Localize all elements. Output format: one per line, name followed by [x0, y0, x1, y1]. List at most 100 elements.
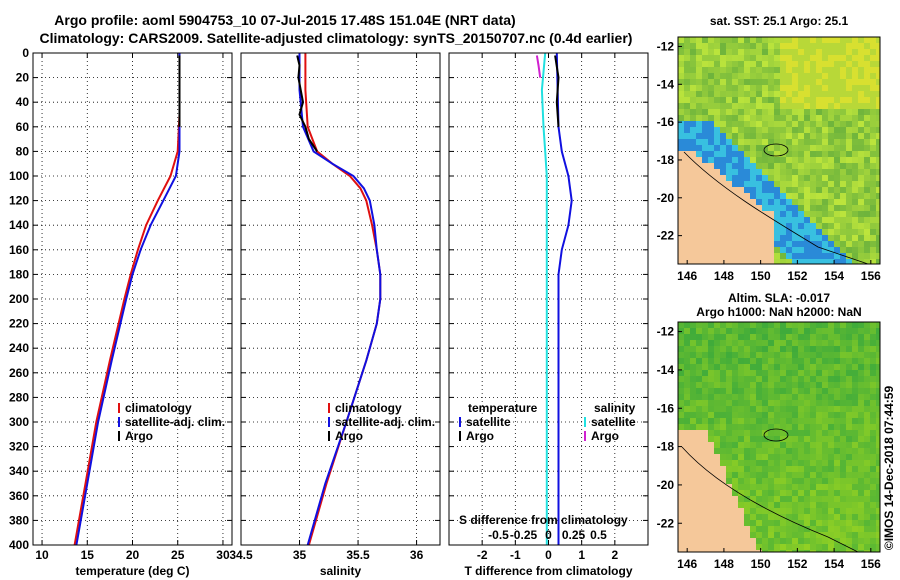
map-cell	[708, 328, 714, 334]
map-cell	[816, 520, 822, 526]
map-cell	[792, 157, 798, 163]
map-cell	[798, 472, 804, 478]
map-cell	[876, 85, 880, 91]
map-cell	[870, 253, 876, 259]
map-cell	[834, 241, 840, 247]
map-cell	[762, 223, 768, 229]
map-cell	[834, 229, 840, 235]
legend-label: Argo	[466, 429, 494, 443]
map-cell	[816, 466, 822, 472]
map-cell	[822, 496, 828, 502]
map-cell	[828, 55, 834, 61]
map-cell	[690, 49, 696, 55]
map-cell	[690, 442, 696, 448]
map-cell	[870, 424, 876, 430]
map-cell	[876, 370, 880, 376]
map-cell	[732, 502, 738, 508]
map-cell	[840, 169, 846, 175]
map-cell	[750, 448, 756, 454]
map-cell	[840, 460, 846, 466]
map-cell	[816, 502, 822, 508]
map-cell	[690, 472, 696, 478]
map-cell	[696, 199, 702, 205]
x-tick-label-salinity-diff: 0	[545, 528, 552, 542]
map-cell	[702, 61, 708, 67]
map-cell	[858, 382, 864, 388]
map-cell	[864, 328, 870, 334]
map-cell	[684, 217, 690, 223]
map-cell	[828, 472, 834, 478]
map-cell	[756, 430, 762, 436]
map-cell	[768, 253, 774, 259]
map-cell	[714, 340, 720, 346]
map-cell	[714, 472, 720, 478]
map-cell	[858, 217, 864, 223]
map-cell	[690, 259, 696, 264]
map-cell	[732, 67, 738, 73]
map-cell	[840, 193, 846, 199]
map-cell	[780, 37, 786, 43]
map-cell	[726, 436, 732, 442]
map-cell	[678, 37, 684, 43]
map-cell	[840, 424, 846, 430]
map-cell	[744, 460, 750, 466]
map-cell	[708, 388, 714, 394]
map-cell	[798, 253, 804, 259]
map-cell	[732, 187, 738, 193]
y-tick-label: 220	[9, 317, 29, 331]
map-cell	[720, 502, 726, 508]
map-cell	[702, 217, 708, 223]
map-cell	[696, 61, 702, 67]
map-cell	[852, 109, 858, 115]
map-cell	[774, 133, 780, 139]
map-cell	[684, 442, 690, 448]
map-cell	[804, 322, 810, 328]
map-cell	[816, 490, 822, 496]
map-cell	[744, 406, 750, 412]
map-cell	[774, 115, 780, 121]
map-cell	[726, 514, 732, 520]
map-cell	[744, 133, 750, 139]
map-cell	[858, 394, 864, 400]
map-cell	[732, 205, 738, 211]
map-cell	[846, 454, 852, 460]
map-cell	[786, 322, 792, 328]
map-cell	[840, 394, 846, 400]
map-cell	[864, 181, 870, 187]
map-cell	[876, 520, 880, 526]
map-cell	[720, 223, 726, 229]
map-cell	[732, 484, 738, 490]
legend-title-salinity: salinity	[594, 401, 636, 415]
map-cell	[714, 400, 720, 406]
map-cell	[816, 79, 822, 85]
map-cell	[756, 97, 762, 103]
map-cell	[876, 478, 880, 484]
x-tick-label: 20	[126, 548, 140, 562]
map-cell	[702, 346, 708, 352]
map-cell	[678, 151, 684, 157]
map-cell	[684, 328, 690, 334]
map-cell	[858, 538, 864, 544]
map-cell	[786, 538, 792, 544]
map-cell	[744, 442, 750, 448]
map-cell	[864, 382, 870, 388]
map-cell	[816, 472, 822, 478]
map-cell	[792, 412, 798, 418]
map-cell	[684, 169, 690, 175]
map-cell	[804, 334, 810, 340]
map-cell	[738, 43, 744, 49]
map-cell	[804, 460, 810, 466]
map-cell	[852, 532, 858, 538]
map-cell	[780, 502, 786, 508]
map-cell	[804, 247, 810, 253]
map-cell	[858, 322, 864, 328]
map-cell	[786, 376, 792, 382]
map-cell	[840, 478, 846, 484]
map-cell	[768, 115, 774, 121]
map-cell	[696, 229, 702, 235]
map-cell	[732, 388, 738, 394]
map-x-tick-label: 150	[751, 269, 771, 283]
map-cell	[864, 364, 870, 370]
map-cell	[678, 430, 684, 436]
map-cell	[846, 61, 852, 67]
